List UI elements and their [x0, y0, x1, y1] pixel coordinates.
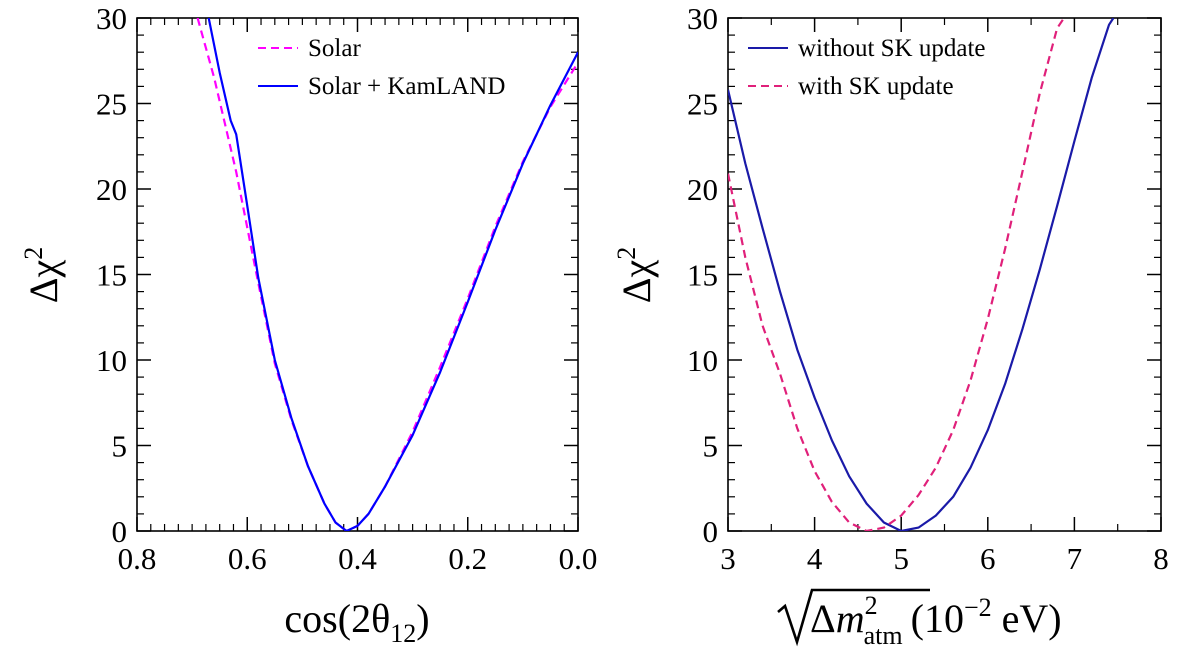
- right-y-tick-label: 10: [687, 343, 718, 378]
- legend-label-with-sk: with SK update: [798, 73, 954, 100]
- right-y-tick-label: 15: [687, 258, 718, 293]
- left-y-axis-title: Δχ2: [19, 247, 66, 303]
- legend-label-solar-kamland: Solar + KamLAND: [308, 73, 505, 100]
- left-x-tick-label: 0.8: [118, 541, 157, 576]
- right-x-tick-label: 3: [720, 541, 736, 576]
- right-y-tick-label: 25: [687, 87, 718, 122]
- right-panel: 3 4 5 6 7 8 0 5 10 15 20 25 30 Δχ2 Δm2 atm (10−2 eV) w…: [612, 1, 1169, 650]
- left-x-tick-label: 0.0: [559, 541, 598, 576]
- left-x-tick-label: 0.6: [228, 541, 267, 576]
- right-y-tick-label: 5: [703, 429, 719, 464]
- right-legend: without SK update with SK update: [748, 35, 986, 100]
- right-x-tick-label: 8: [1153, 541, 1169, 576]
- left-x-axis-title: cos(2θ12): [284, 596, 429, 648]
- right-x-tick-label: 4: [807, 541, 823, 576]
- right-x-tick-label: 7: [1067, 541, 1083, 576]
- right-tick-labels: 3 4 5 6 7 8 0 5 10 15 20 25 30: [687, 1, 1169, 576]
- left-y-tick-label: 15: [96, 258, 127, 293]
- right-y-tick-label: 20: [687, 172, 718, 207]
- legend-label-solar: Solar: [308, 35, 361, 62]
- left-y-tick-label: 30: [96, 1, 127, 36]
- left-y-tick-label: 0: [112, 514, 128, 549]
- legend-label-without-sk: without SK update: [798, 35, 986, 62]
- left-y-tick-label: 10: [96, 343, 127, 378]
- left-ticks: [136, 17, 579, 532]
- left-y-tick-label: 5: [112, 429, 128, 464]
- right-series: [728, 18, 1115, 531]
- sqrt-sign-icon: [777, 588, 930, 647]
- right-y-tick-label: 30: [687, 1, 718, 36]
- left-y-tick-label: 25: [96, 87, 127, 122]
- right-ticks: [727, 17, 1162, 532]
- left-tick-labels: 0.8 0.6 0.4 0.2 0.0 0 5 10 15 20 25 30: [96, 1, 597, 576]
- left-panel: 0.8 0.6 0.4 0.2 0.0 0 5 10 15 20 25 30 Δχ2 cos(2θ12…: [19, 1, 597, 648]
- right-x-tick-label: 6: [980, 541, 996, 576]
- right-y-axis-title: Δχ2: [612, 247, 659, 303]
- left-series-solar-kamland-line: [207, 18, 578, 531]
- right-series-with-sk-update-line: [728, 18, 1065, 531]
- right-series-without-sk-update-line: [728, 18, 1115, 531]
- right-x-axis-title: Δm2 atm (10−2 eV): [777, 588, 1062, 650]
- left-x-tick-label: 0.4: [338, 541, 377, 576]
- left-x-tick-label: 0.2: [448, 541, 487, 576]
- right-x-tick-label: 5: [893, 541, 909, 576]
- right-y-tick-label: 0: [703, 514, 719, 549]
- left-legend: Solar Solar + KamLAND: [258, 35, 505, 100]
- left-y-tick-label: 20: [96, 172, 127, 207]
- left-series: [196, 18, 578, 531]
